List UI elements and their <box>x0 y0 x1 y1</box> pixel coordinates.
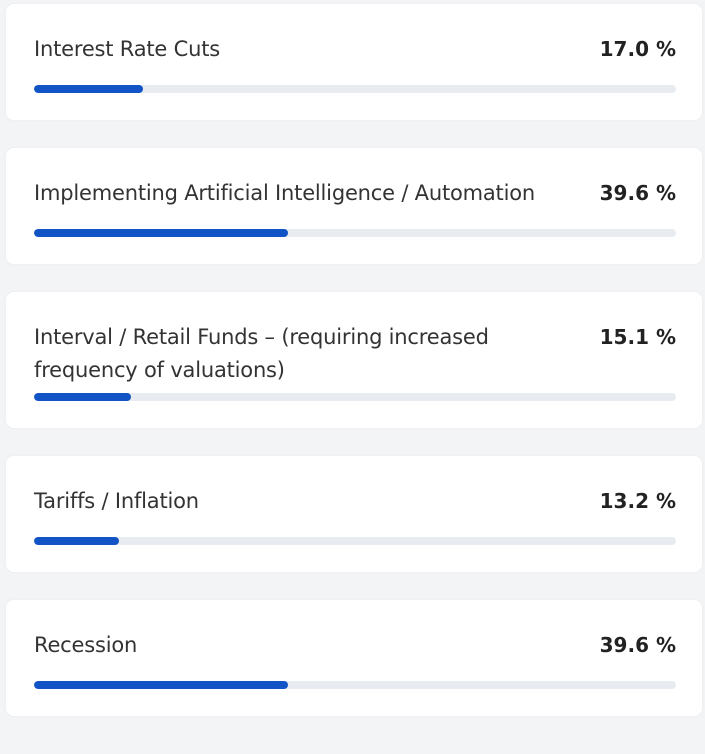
poll-option: Implementing Artificial Intelligence / A… <box>6 148 702 264</box>
option-label: Interval / Retail Funds – (requiring inc… <box>34 325 489 382</box>
option-label: Implementing Artificial Intelligence / A… <box>34 181 535 205</box>
option-percentage: 13.2 % <box>599 489 676 513</box>
option-header: Interest Rate Cuts 17.0 % <box>34 33 676 79</box>
progress-bar <box>34 537 119 545</box>
progress-track <box>34 85 676 93</box>
option-label: Recession <box>34 633 138 657</box>
poll-option: Recession 39.6 % <box>6 600 702 716</box>
option-header: Recession 39.6 % <box>34 629 676 675</box>
progress-bar <box>34 85 144 93</box>
poll-results: Interest Rate Cuts 17.0 % Implementing Art… <box>6 4 702 716</box>
option-percentage: 15.1 % <box>599 325 676 349</box>
poll-option: Interval / Retail Funds – (requiring inc… <box>6 292 702 428</box>
progress-track <box>34 229 676 237</box>
option-percentage: 39.6 % <box>599 633 676 657</box>
progress-track <box>34 393 676 401</box>
progress-bar <box>34 229 289 237</box>
progress-track <box>34 681 676 689</box>
progress-bar <box>34 393 131 401</box>
progress-bar <box>34 681 289 689</box>
option-percentage: 39.6 % <box>599 181 676 205</box>
option-header: Tariffs / Inflation 13.2 % <box>34 485 676 531</box>
option-header: Implementing Artificial Intelligence / A… <box>34 177 676 223</box>
progress-track <box>34 537 676 545</box>
option-percentage: 17.0 % <box>599 37 676 61</box>
option-label: Tariffs / Inflation <box>34 489 199 513</box>
poll-option: Interest Rate Cuts 17.0 % <box>6 4 702 120</box>
option-label: Interest Rate Cuts <box>34 37 220 61</box>
poll-option: Tariffs / Inflation 13.2 % <box>6 456 702 572</box>
option-header: Interval / Retail Funds – (requiring inc… <box>34 321 676 387</box>
